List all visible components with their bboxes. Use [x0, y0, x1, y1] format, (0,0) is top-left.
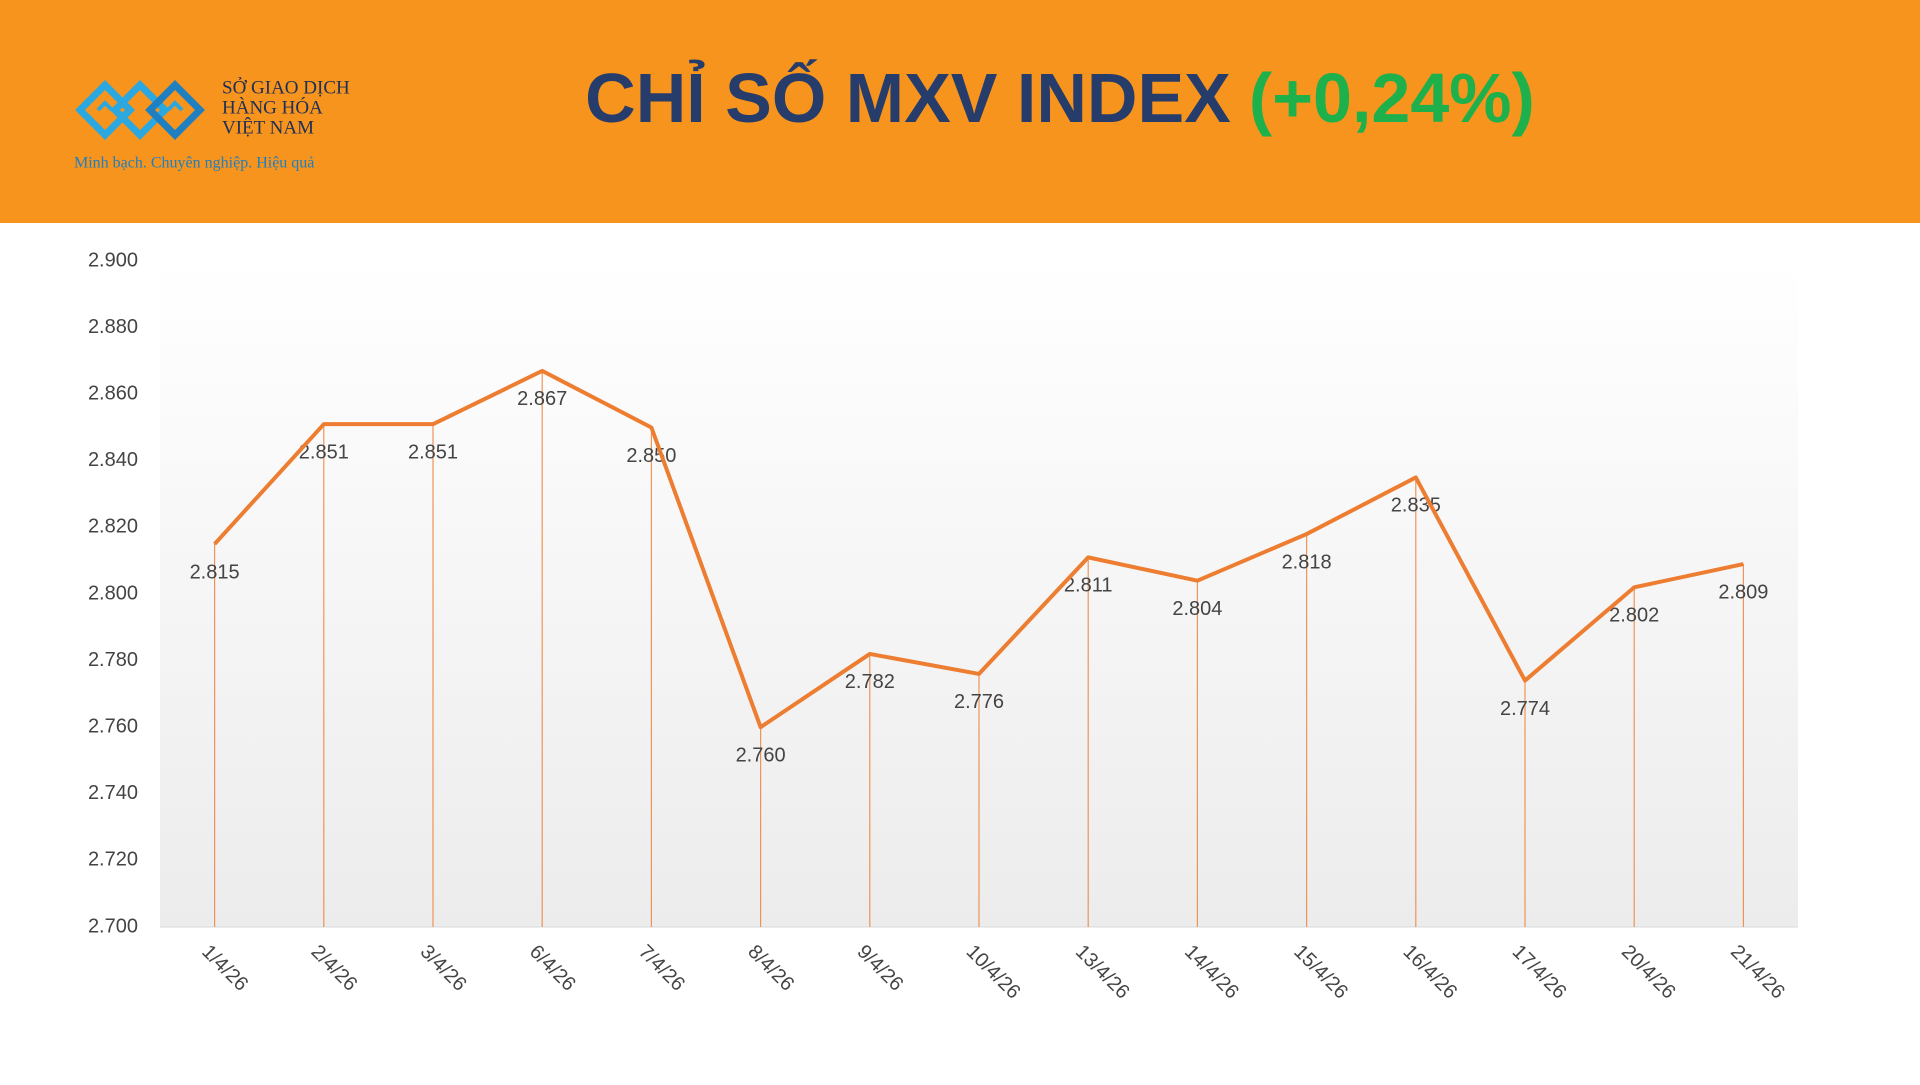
y-tick-label: 2.740: [88, 782, 138, 804]
y-tick-label: 2.840: [88, 449, 138, 471]
title-main: CHỈ SỐ MXV INDEX: [585, 58, 1231, 137]
x-tick-label: 3/4/26: [416, 941, 471, 996]
logo: [75, 80, 205, 140]
y-tick-label: 2.880: [88, 316, 138, 338]
y-tick-label: 2.900: [88, 249, 138, 271]
y-tick-label: 2.860: [88, 382, 138, 404]
x-tick-label: 7/4/26: [634, 941, 689, 996]
x-tick-label: 20/4/26: [1617, 941, 1680, 1004]
data-label: 2.851: [408, 441, 458, 463]
x-tick-label: 13/4/26: [1071, 941, 1134, 1004]
x-tick-label: 9/4/26: [853, 941, 908, 996]
data-label: 2.809: [1718, 581, 1768, 603]
data-label: 2.850: [626, 445, 676, 467]
data-label: 2.774: [1500, 698, 1550, 720]
data-label: 2.818: [1282, 551, 1332, 573]
data-label: 2.851: [299, 441, 349, 463]
data-label: 2.811: [1064, 575, 1113, 597]
chart-title: CHỈ SỐ MXV INDEX (+0,24%): [585, 58, 1535, 137]
x-tick-label: 21/4/26: [1726, 941, 1789, 1004]
x-tick-label: 17/4/26: [1508, 941, 1571, 1004]
x-tick-label: 8/4/26: [743, 941, 798, 996]
brand-line: VIỆT NAM: [222, 116, 314, 138]
y-tick-label: 2.700: [88, 915, 138, 937]
title-change: (+0,24%): [1249, 59, 1535, 137]
data-label: 2.867: [517, 388, 567, 410]
y-tick-label: 2.780: [88, 649, 138, 671]
data-label: 2.802: [1609, 605, 1659, 627]
brand-line: HÀNG HÓA: [222, 96, 323, 118]
y-tick-label: 2.820: [88, 516, 138, 538]
x-tick-label: 6/4/26: [525, 941, 580, 996]
data-label: 2.804: [1172, 598, 1222, 620]
data-label: 2.776: [954, 691, 1004, 713]
data-label: 2.815: [190, 561, 240, 583]
y-tick-label: 2.760: [88, 715, 138, 737]
data-label: 2.782: [845, 671, 895, 693]
slogan: Minh bạch. Chuyên nghiệp. Hiệu quả: [74, 155, 314, 172]
data-label: 2.760: [736, 744, 786, 766]
x-tick-label: 10/4/26: [962, 941, 1025, 1004]
series-line: [213, 368, 1744, 730]
x-tick-label: 14/4/26: [1180, 941, 1243, 1004]
x-tick-label: 16/4/26: [1399, 941, 1462, 1004]
y-tick-label: 2.800: [88, 582, 138, 604]
header-bar: [0, 0, 1920, 223]
x-tick-label: 1/4/26: [197, 941, 252, 996]
y-tick-label: 2.720: [88, 849, 138, 871]
brand-line: SỞ GIAO DỊCH: [222, 76, 350, 98]
x-tick-label: 2/4/26: [307, 941, 362, 996]
x-tick-label: 15/4/26: [1289, 941, 1352, 1004]
